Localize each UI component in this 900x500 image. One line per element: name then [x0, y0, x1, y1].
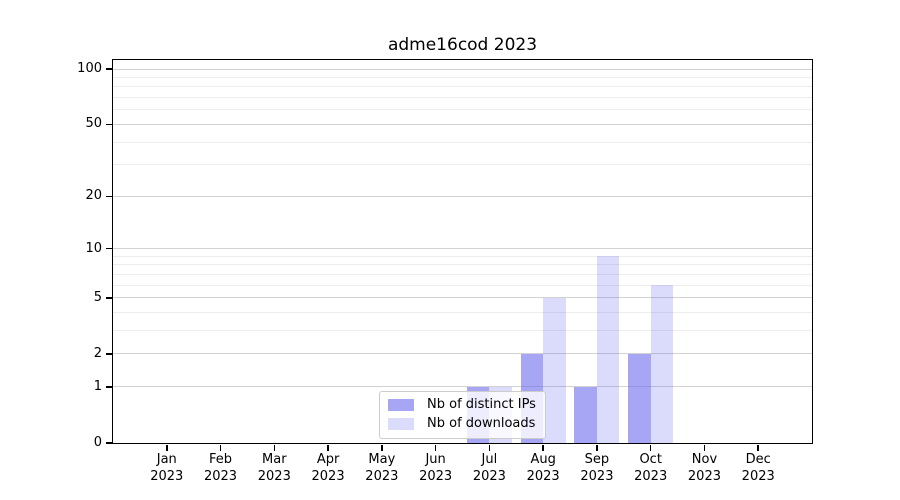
gridline-minor [113, 109, 812, 111]
x-tick-label: Feb 2023 [203, 452, 238, 484]
legend-label-distinct-ips: Nb of distinct IPs [427, 397, 536, 412]
x-tick-label: Jul 2023 [472, 452, 506, 484]
x-tick [757, 444, 759, 451]
gridline-major [113, 386, 812, 388]
y-tick [106, 297, 112, 299]
y-tick-label: 50 [85, 116, 102, 132]
bar-distinct-ips [574, 386, 597, 443]
y-tick-label: 20 [85, 188, 102, 204]
gridline-minor [113, 255, 812, 257]
x-tick-label: Dec 2023 [741, 452, 775, 484]
y-tick [106, 247, 112, 250]
legend-item-distinct-ips: Nb of distinct IPs [388, 397, 536, 413]
bars-layer [113, 60, 812, 443]
bar-downloads [650, 285, 674, 443]
gridline-major [113, 68, 812, 70]
gridline-minor [113, 330, 812, 332]
y-tick-label: 0 [93, 435, 102, 450]
x-tick [542, 444, 544, 451]
gridline-major [113, 353, 812, 355]
gridline-minor [113, 274, 812, 276]
y-tick-label: 5 [93, 289, 102, 305]
x-tick-label: Jun 2023 [419, 452, 453, 484]
x-tick [327, 444, 329, 451]
x-tick [166, 444, 168, 451]
gridline-minor [113, 97, 812, 99]
legend-item-downloads: Nb of downloads [388, 416, 536, 432]
gridline-major [113, 297, 812, 299]
x-tick [273, 444, 276, 451]
x-tick-label: Sep 2023 [580, 452, 614, 484]
bar-distinct-ips [628, 353, 651, 443]
gridline-minor [113, 264, 812, 266]
x-tick [703, 444, 706, 451]
gridline-minor [113, 77, 812, 79]
x-tick-label: Oct 2023 [634, 452, 668, 484]
y-tick [106, 68, 112, 70]
x-tick [381, 444, 383, 451]
y-tick-label: 1 [93, 378, 102, 394]
legend: Nb of distinct IPs Nb of downloads [379, 391, 546, 439]
gridline-minor [113, 141, 812, 143]
x-tick [434, 444, 437, 451]
x-tick [488, 444, 491, 451]
gridline-minor [113, 164, 812, 166]
gridlines-layer [113, 60, 812, 443]
gridline-minor [113, 312, 812, 314]
y-tick-label: 10 [85, 240, 102, 256]
gridline-minor [113, 86, 812, 88]
x-tick-label: Nov 2023 [687, 452, 721, 484]
bar-downloads [543, 297, 566, 443]
x-tick [649, 444, 652, 451]
gridline-major [113, 248, 812, 250]
x-tick [219, 444, 222, 451]
y-tick [106, 353, 112, 355]
x-tick [596, 444, 598, 451]
x-tick-label: May 2023 [365, 452, 399, 484]
y-tick-label: 100 [77, 61, 102, 77]
y-tick-label: 2 [93, 345, 102, 361]
y-tick [106, 386, 112, 388]
y-tick [106, 442, 112, 444]
x-tick-label: Apr 2023 [311, 452, 345, 484]
bar-downloads [596, 256, 620, 443]
gridline-major [113, 195, 812, 197]
y-tick [106, 123, 112, 126]
legend-swatch-downloads-icon [388, 418, 414, 430]
x-tick-label: Jan 2023 [150, 452, 184, 484]
chart-title: adme16cod 2023 [387, 35, 538, 55]
legend-swatch-distinct-ips-icon [388, 399, 414, 411]
gridline-minor [113, 284, 812, 286]
y-tick [106, 195, 112, 198]
x-tick-label: Mar 2023 [257, 452, 291, 484]
legend-label-downloads: Nb of downloads [427, 416, 536, 431]
gridline-major [113, 123, 812, 125]
x-tick-label: Aug 2023 [526, 452, 560, 484]
